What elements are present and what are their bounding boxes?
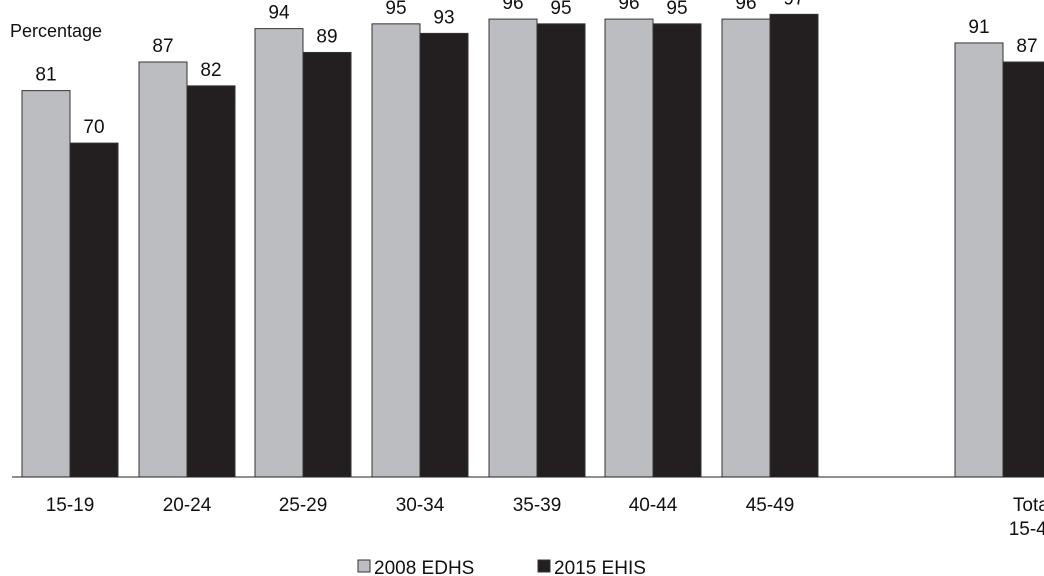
- value-label: 95: [550, 0, 571, 19]
- category-label: 20-24: [163, 495, 212, 516]
- bar-2008-30-34: [371, 23, 421, 478]
- value-label: 95: [385, 0, 406, 19]
- value-label: 96: [618, 0, 639, 14]
- bar-2008-45-49: [721, 18, 771, 478]
- value-label: 81: [35, 65, 56, 86]
- bar-2015-total-15-49: [1002, 61, 1044, 478]
- value-labels-group: 81 70 87 82 94 89 95 93 96 95 96 95 96 97 91 87: [35, 0, 1037, 138]
- bar-2015-30-34: [419, 32, 469, 478]
- bar-2015-20-24: [186, 85, 236, 478]
- bar-2015-40-44: [652, 23, 702, 478]
- bar-2008-20-24: [138, 61, 188, 478]
- bar-2008-40-44: [604, 18, 654, 478]
- legend-swatch: [357, 559, 371, 573]
- value-label: 95: [666, 0, 687, 19]
- legend-label: 2015 EHIS: [554, 558, 646, 576]
- value-label: 93: [433, 7, 454, 28]
- bar-2015-45-49: [769, 13, 819, 478]
- bar-2008-15-19: [21, 90, 71, 478]
- legend-swatch: [537, 559, 551, 573]
- category-label: 30-34: [396, 495, 445, 516]
- bar-2008-total-15-49: [954, 42, 1004, 478]
- value-label: 91: [968, 17, 989, 38]
- category-label: 15-49: [1009, 519, 1044, 540]
- y-axis-label: Percentage: [10, 21, 102, 41]
- category-label: Total: [1013, 495, 1044, 516]
- category-label: 35-39: [513, 495, 562, 516]
- category-label: 45-49: [746, 495, 795, 516]
- value-label: 87: [152, 36, 173, 57]
- category-label: 40-44: [629, 495, 678, 516]
- value-label: 70: [83, 117, 104, 138]
- bar-2008-25-29: [254, 28, 304, 478]
- bar-2015-25-29: [302, 51, 352, 478]
- legend: 2008 EDHS 2015 EHIS: [357, 558, 646, 576]
- category-labels-group: 15-19 20-24 25-29 30-34 35-39 40-44 45-49 Total…: [46, 495, 1044, 540]
- value-label: 89: [316, 26, 337, 47]
- value-label: 94: [268, 3, 290, 24]
- bar-2015-15-19: [69, 142, 119, 478]
- bars-group: [21, 13, 1044, 478]
- legend-label: 2008 EDHS: [374, 558, 474, 576]
- value-label: 87: [1016, 36, 1037, 57]
- bar-2008-35-39: [488, 18, 538, 478]
- value-label: 96: [502, 0, 523, 14]
- value-label: 96: [735, 0, 756, 14]
- category-label: 15-19: [46, 495, 95, 516]
- category-label: 25-29: [279, 495, 328, 516]
- value-label: 82: [200, 60, 221, 81]
- bar-2015-35-39: [536, 23, 586, 478]
- value-label: 97: [783, 0, 804, 9]
